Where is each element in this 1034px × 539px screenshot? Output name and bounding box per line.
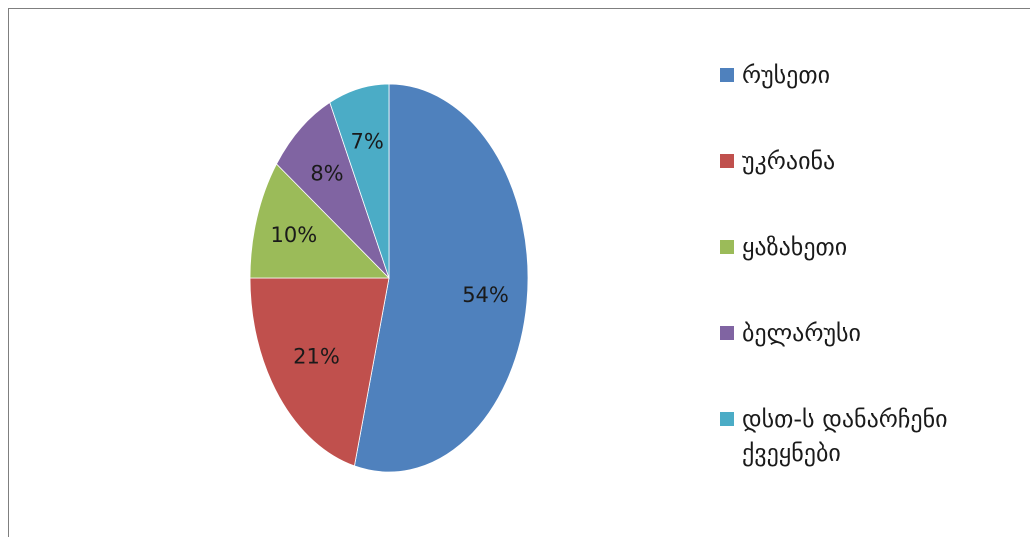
legend-label-ukraine: უკრაინა <box>742 147 836 175</box>
pie-label-russia: 54% <box>462 283 509 307</box>
legend: რუსეთი უკრაინა ყაზახეთი ბელარუსი დსთ-ს დ… <box>720 58 1020 470</box>
pie-slice-belarus <box>276 101 390 279</box>
legend-item-belarus: ბელარუსი <box>720 316 1020 350</box>
legend-label-kazakhstan: ყაზახეთი <box>742 233 848 261</box>
legend-swatch-ukraine <box>720 154 734 168</box>
legend-swatch-russia <box>720 68 734 82</box>
legend-swatch-other-cis <box>720 412 734 426</box>
legend-label-russia: რუსეთი <box>742 61 831 89</box>
pie-slice-russia <box>353 83 529 473</box>
pie-slice-kazakhstan <box>249 163 390 279</box>
pie-label-ukraine: 21% <box>293 344 340 368</box>
pie-label-belarus: 8% <box>310 161 343 185</box>
pie-slice-other-cis <box>329 83 390 279</box>
legend-swatch-kazakhstan <box>720 240 734 254</box>
legend-item-russia: რუსეთი <box>720 58 1020 92</box>
legend-item-kazakhstan: ყაზახეთი <box>720 230 1020 264</box>
pie-label-other-cis: 7% <box>351 130 384 154</box>
legend-swatch-belarus <box>720 326 734 340</box>
legend-label-other-cis: დსთ-ს დანარჩენი ქვეყნები <box>742 405 948 467</box>
legend-item-other-cis: დსთ-ს დანარჩენი ქვეყნები <box>720 402 1020 470</box>
legend-item-ukraine: უკრაინა <box>720 144 1020 178</box>
legend-label-belarus: ბელარუსი <box>742 319 861 347</box>
pie-value-labels: 54% 21% 10% 8% 7% <box>270 130 508 369</box>
pie-label-kazakhstan: 10% <box>270 223 317 247</box>
pie-slices <box>249 83 529 473</box>
pie-slice-ukraine <box>249 277 390 467</box>
